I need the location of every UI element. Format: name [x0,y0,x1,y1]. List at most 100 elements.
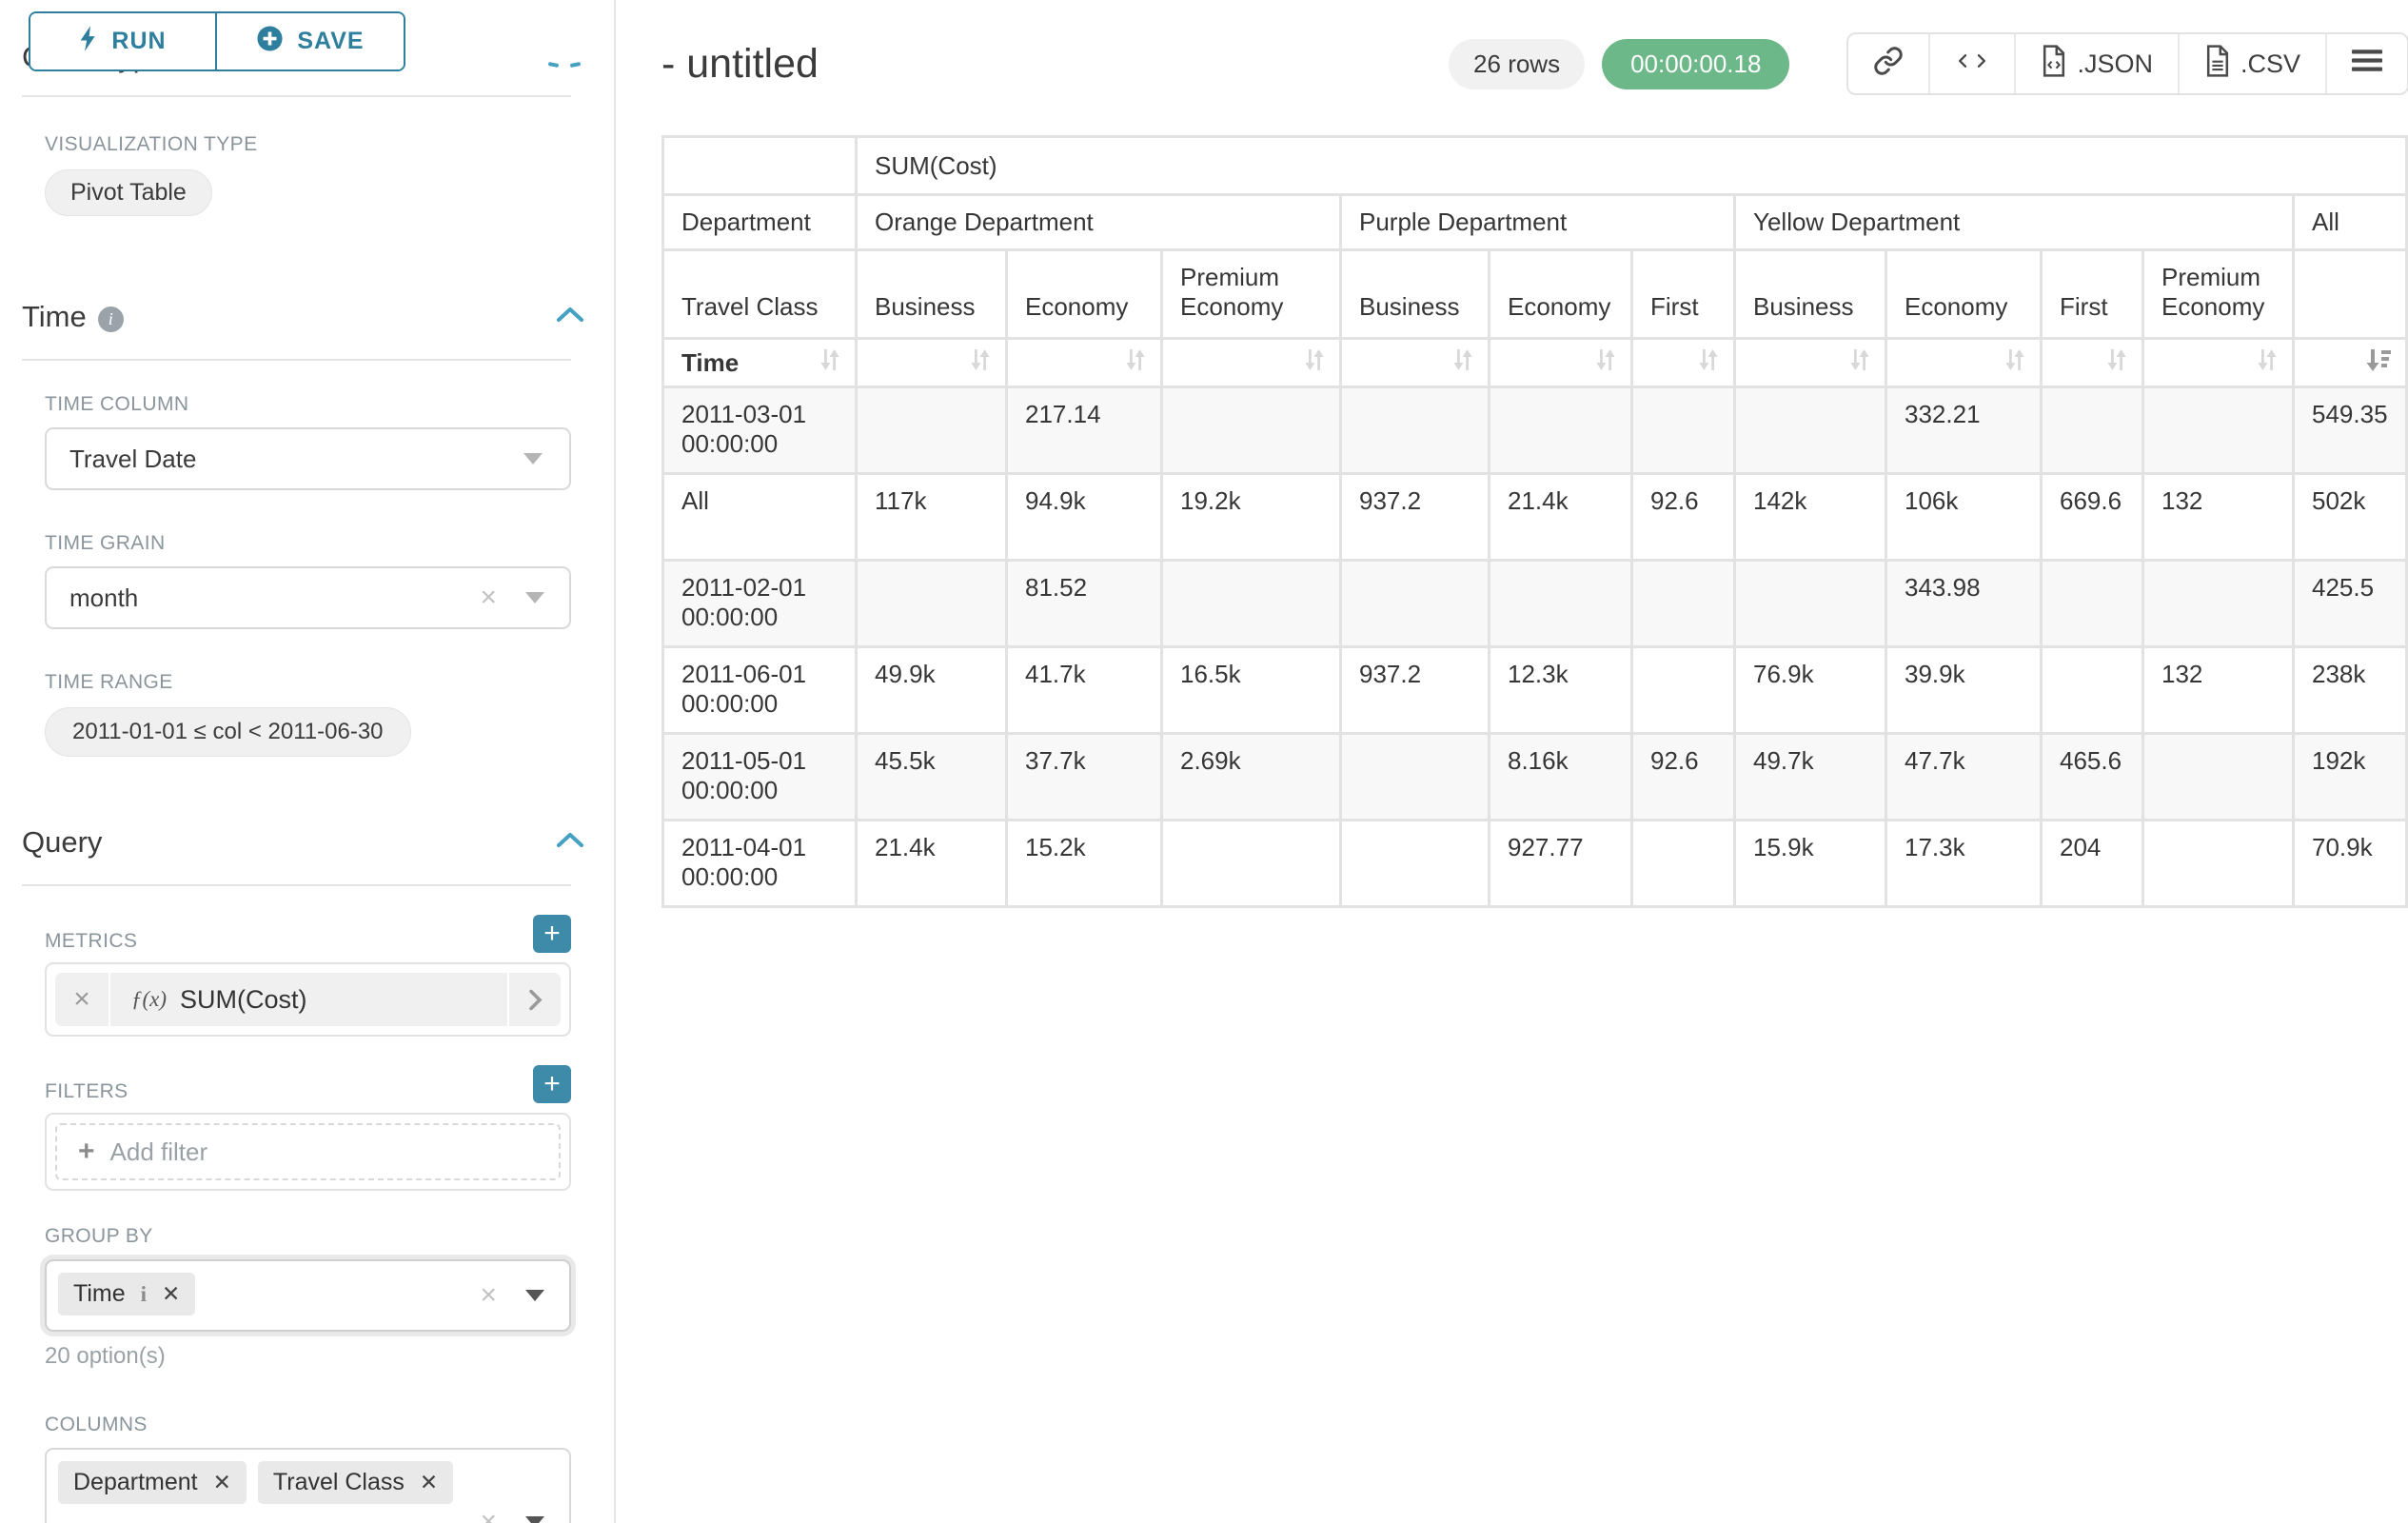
remove-tag-icon[interactable]: ✕ [212,1470,231,1494]
sort-header[interactable] [1633,340,1733,386]
subcolumn-axis-label: Travel Class [664,251,855,337]
run-save-button-group: RUN SAVE [29,11,405,71]
sort-header[interactable] [1008,340,1160,386]
plus-icon: + [78,1136,95,1167]
info-icon: i [140,1281,148,1306]
subcolumn-header [2295,251,2405,337]
code-icon [1955,48,1989,81]
value-cell: 49.9k [858,648,1005,732]
clear-icon[interactable]: × [480,582,497,613]
time-section-title: Time [22,300,87,333]
sort-header[interactable] [1342,340,1488,386]
time-range-pill[interactable]: 2011-01-01 ≤ col < 2011-06-30 [45,707,411,757]
value-cell [2043,562,2142,645]
remove-tag-icon[interactable]: ✕ [419,1470,439,1494]
value-cell: 937.2 [1342,648,1488,732]
view-query-button[interactable] [1930,34,2017,93]
collapse-chevron-icon[interactable] [556,832,584,853]
sort-header[interactable] [858,340,1005,386]
sort-header[interactable] [1887,340,2040,386]
sort-header[interactable] [1490,340,1630,386]
value-cell [1633,388,1733,472]
value-cell: 92.6 [1633,735,1733,819]
add-filter-plus-button[interactable]: + [533,1065,571,1103]
run-button[interactable]: RUN [30,13,217,69]
export-csv-button[interactable]: .CSV [2179,34,2327,93]
info-icon: i [97,306,124,332]
time-column-select[interactable]: Travel Date [45,427,571,490]
sort-header[interactable] [2295,340,2405,386]
export-button-group: .JSON .CSV [1846,32,2408,95]
add-metric-button[interactable]: + [533,915,571,953]
value-cell: 92.6 [1633,475,1733,559]
subcolumn-header: Business [1342,251,1488,337]
metric-body[interactable]: ƒ(x) SUM(Cost) [131,984,307,1014]
subcolumn-header: Premium Economy [2144,251,2292,337]
value-cell: 21.4k [1490,475,1630,559]
menu-button[interactable] [2327,34,2407,93]
file-json-icon [2041,44,2067,84]
subcolumn-header: Economy [1490,251,1630,337]
chart-header-controls: 26 rows 00:00:00.18 [1449,32,2408,95]
value-cell [1342,562,1488,645]
sort-header[interactable] [2144,340,2292,386]
value-cell: 39.9k [1887,648,2040,732]
row-header: 2011-04-01 00:00:00 [664,821,855,905]
value-cell [1163,388,1339,472]
value-cell: 37.7k [1008,735,1160,819]
row-header: 2011-03-01 00:00:00 [664,388,855,472]
value-cell [1342,821,1488,905]
sort-header[interactable] [2043,340,2142,386]
share-link-button[interactable] [1848,34,1931,93]
value-cell: 343.98 [1887,562,2040,645]
sort-header[interactable] [1736,340,1885,386]
pivot-row: 2011-02-01 00:00:00 81.52 343.98 425.5 [664,562,2405,645]
sort-header[interactable] [1163,340,1339,386]
export-json-button[interactable]: .JSON [2016,34,2180,93]
metric-chip[interactable]: × ƒ(x) SUM(Cost) [55,973,561,1026]
value-cell [2043,388,2142,472]
time-grain-select[interactable]: month × [45,566,571,629]
remove-metric-icon[interactable]: × [55,973,110,1026]
columns-select[interactable]: Department ✕ Travel Class ✕ × [45,1448,571,1523]
value-cell [2144,735,2292,819]
chart-title[interactable]: - untitled [661,40,819,87]
clear-icon[interactable]: × [480,1505,497,1523]
column-group-header: Purple Department [1342,196,1733,248]
remove-tag-icon[interactable]: ✕ [162,1281,181,1306]
value-cell: 47.7k [1887,735,2040,819]
group-by-label: GROUP BY [45,1225,153,1247]
value-cell: 8.16k [1490,735,1630,819]
time-column-label: TIME COLUMN [45,393,189,415]
visualization-type-pill[interactable]: Pivot Table [45,169,212,216]
value-cell: 465.6 [2043,735,2142,819]
collapse-chevron-icon[interactable] [556,307,584,327]
chart-header: - untitled 26 rows 00:00:00.18 [661,32,2408,95]
value-cell [2144,388,2292,472]
caret-down-icon [525,1515,544,1523]
value-cell: 70.9k [2295,821,2405,905]
row-header: 2011-05-01 00:00:00 [664,735,855,819]
value-cell: 94.9k [1008,475,1160,559]
add-filter-button[interactable]: + Add filter [55,1123,561,1180]
value-cell: 217.14 [1008,388,1160,472]
column-group-header: Yellow Department [1736,196,2292,248]
save-button[interactable]: SAVE [217,13,404,69]
sort-icon [2256,346,2279,380]
query-section-title: Query [22,825,103,859]
subcolumn-header: Premium Economy [1163,251,1339,337]
value-cell: 425.5 [2295,562,2405,645]
value-cell: 45.5k [858,735,1005,819]
value-cell: 81.52 [1008,562,1160,645]
value-cell: 132 [2144,475,2292,559]
divider [22,359,571,361]
group-by-options-hint: 20 option(s) [45,1343,166,1369]
clear-icon[interactable]: × [480,1279,497,1311]
value-cell: 142k [1736,475,1885,559]
chevron-right-icon[interactable] [507,973,561,1026]
sort-header-time[interactable]: Time [664,340,855,386]
group-by-select[interactable]: Time i ✕ × [45,1259,571,1332]
value-cell: 2.69k [1163,735,1339,819]
value-cell [1342,735,1488,819]
filters-label: FILTERS [45,1080,128,1102]
